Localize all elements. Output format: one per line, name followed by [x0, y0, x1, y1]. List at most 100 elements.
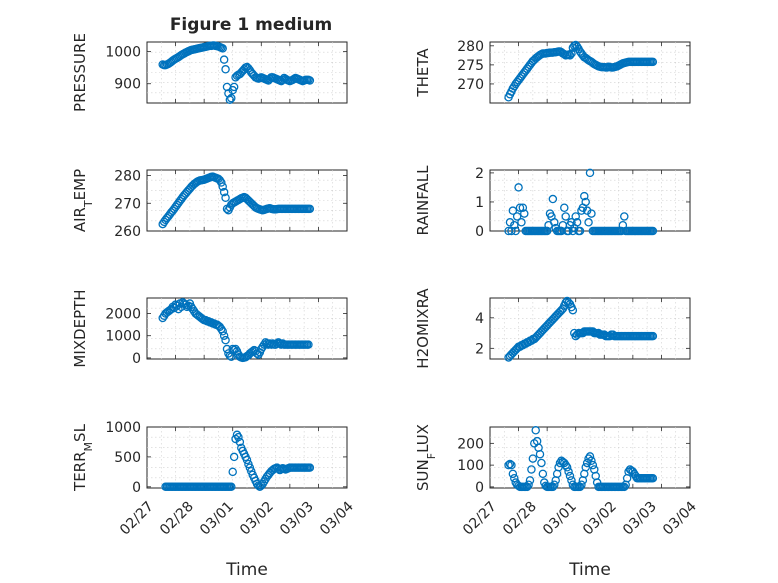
- data-point: [585, 452, 595, 461]
- x-axis-label: Time: [568, 560, 611, 580]
- data-point: [588, 460, 598, 470]
- data-point: [218, 327, 227, 336]
- data-point: [562, 463, 572, 472]
- y-axis-label: SUNFLUX: [414, 424, 438, 491]
- y-tick-label: 275: [457, 58, 484, 74]
- data-point: [548, 194, 558, 204]
- data-point: [584, 218, 593, 227]
- figure-title: Figure 1 medium: [170, 15, 332, 35]
- y-tick-label: 270: [114, 196, 141, 212]
- data-point: [568, 43, 578, 52]
- data-point: [567, 49, 576, 58]
- data-point: [585, 168, 595, 178]
- data-point: [188, 304, 197, 314]
- subplot-air-temp: 260 270 280 AIRTEMP: [71, 169, 348, 240]
- data-point: [218, 182, 227, 191]
- data-point: [504, 460, 513, 470]
- y-tick-label: 270: [457, 77, 484, 93]
- data-point: [515, 203, 525, 213]
- data-point: [542, 226, 552, 236]
- data-point: [215, 322, 225, 332]
- data-point: [525, 476, 535, 485]
- data-point: [242, 455, 252, 465]
- y-tick-label: 900: [114, 77, 141, 93]
- subplot-h2omixra: 2 4 H2OMIXRA: [414, 288, 691, 369]
- subplot-theta: 270 275 280 THETA: [414, 39, 691, 104]
- data-point: [218, 44, 227, 53]
- y-axis-label: AIRTEMP: [71, 169, 95, 232]
- data-point: [511, 226, 520, 236]
- y-axis-label: H2OMIXRA: [414, 288, 432, 369]
- data-point: [187, 302, 196, 312]
- data-point: [514, 183, 523, 192]
- y-tick-label: 1000: [105, 329, 141, 345]
- data-point: [508, 469, 518, 479]
- data-point: [537, 458, 546, 468]
- data-point: [527, 465, 536, 474]
- y-tick-label: 1000: [105, 420, 141, 436]
- data-point: [577, 480, 586, 489]
- data-point: [572, 218, 582, 227]
- data-point: [221, 193, 230, 202]
- subplot-mixdepth: 0 1000 2000 MIXDEPTH: [71, 289, 348, 368]
- data-point: [560, 203, 569, 213]
- data-point: [564, 467, 573, 476]
- x-axis-label: Time: [225, 560, 268, 580]
- subplot-pressure: 900 1000 PRESSURE: [71, 33, 348, 112]
- data-point: [221, 65, 230, 74]
- data-point: [592, 478, 602, 487]
- data-point: [531, 426, 540, 435]
- data-point: [587, 456, 596, 466]
- data-point: [227, 93, 236, 103]
- data-point: [229, 452, 239, 462]
- data-point: [305, 463, 315, 472]
- data-point: [227, 482, 236, 492]
- data-point: [510, 220, 519, 230]
- y-tick-label: 0: [132, 351, 141, 367]
- data-point: [575, 226, 585, 236]
- data-point: [305, 76, 315, 85]
- data-point: [229, 82, 239, 92]
- data-point: [505, 459, 515, 469]
- y-tick-label: 2000: [105, 307, 141, 323]
- data-point: [520, 209, 529, 218]
- data-point: [581, 197, 590, 207]
- y-tick-label: 1: [475, 195, 484, 211]
- data-point: [507, 460, 516, 470]
- data-point: [228, 467, 237, 477]
- data-point: [550, 218, 559, 227]
- y-tick-label: 0: [475, 480, 484, 496]
- y-tick-label: 2: [475, 341, 484, 357]
- y-axis-label: PRESSURE: [71, 33, 89, 112]
- data-point: [219, 187, 229, 197]
- data-point: [524, 480, 533, 489]
- data-point: [538, 469, 548, 479]
- data-point: [234, 432, 243, 442]
- data-point: [528, 454, 538, 463]
- data-point: [565, 471, 575, 481]
- data-point: [648, 473, 658, 483]
- y-axis-label: RAINFALL: [414, 165, 432, 236]
- y-tick-label: 280: [457, 39, 484, 55]
- data-point: [235, 437, 245, 447]
- data-point: [620, 212, 629, 221]
- y-tick-label: 0: [132, 480, 141, 496]
- y-axis-label: THETA: [414, 48, 432, 98]
- data-point: [648, 331, 658, 341]
- data-point: [257, 344, 266, 354]
- y-tick-label: 0: [475, 224, 484, 240]
- y-tick-label: 1000: [105, 45, 141, 61]
- data-point: [620, 482, 629, 492]
- data-point: [221, 335, 230, 345]
- data-point: [580, 191, 589, 201]
- data-point: [630, 469, 639, 479]
- data-point: [228, 344, 237, 354]
- y-axis-label: MIXDEPTH: [71, 289, 89, 367]
- data-point: [648, 226, 658, 236]
- data-point: [225, 95, 235, 105]
- y-tick-label: 100: [457, 458, 484, 474]
- data-point: [535, 449, 545, 459]
- data-point: [560, 458, 569, 468]
- data-point: [305, 204, 315, 214]
